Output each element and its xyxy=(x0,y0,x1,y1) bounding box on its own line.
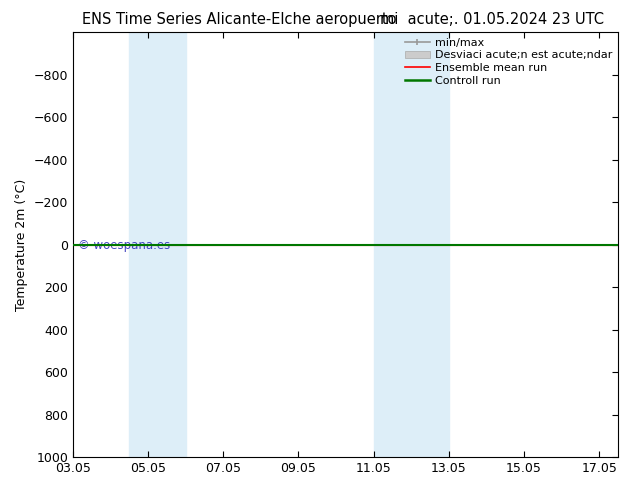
Text: ENS Time Series Alicante-Elche aeropuerto: ENS Time Series Alicante-Elche aeropuert… xyxy=(82,12,397,27)
Bar xyxy=(373,32,449,457)
Text: © woespana.es: © woespana.es xyxy=(79,240,171,252)
Text: mi  acute;. 01.05.2024 23 UTC: mi acute;. 01.05.2024 23 UTC xyxy=(380,12,604,27)
Legend: min/max, Desviaci acute;n est acute;ndar, Ensemble mean run, Controll run: min/max, Desviaci acute;n est acute;ndar… xyxy=(405,38,612,86)
Bar xyxy=(129,32,186,457)
Y-axis label: Temperature 2m (°C): Temperature 2m (°C) xyxy=(15,178,28,311)
